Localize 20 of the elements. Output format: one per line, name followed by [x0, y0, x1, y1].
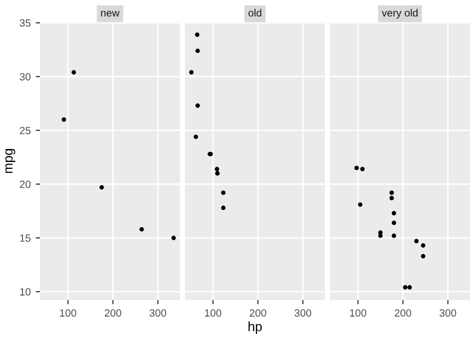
x-tick-label: 100: [205, 309, 222, 317]
y-axis-title: mpg: [5, 149, 16, 173]
y-tick-label: 25: [20, 126, 31, 134]
x-tick-label: 200: [394, 309, 412, 317]
x-tick-label: 100: [60, 309, 76, 317]
x-tick-label: 300: [294, 309, 312, 317]
x-tick-label: 300: [150, 309, 166, 317]
x-tick-label: 100: [350, 309, 366, 317]
x-tick-label: 300: [440, 309, 456, 317]
chart-title: old: [248, 8, 262, 17]
x-axis-title: hp: [248, 322, 262, 334]
y-tick-label: 30: [20, 73, 31, 80]
y-tick-label: 35: [20, 19, 31, 27]
chart-title: new: [101, 10, 120, 17]
x-tick-label: 200: [104, 309, 122, 317]
x-tick-label: 200: [250, 309, 266, 317]
y-tick-label: 10: [20, 288, 31, 296]
chart-title: very old: [382, 8, 418, 19]
y-tick-label: 20: [20, 180, 31, 188]
y-tick-label: 15: [20, 234, 31, 242]
